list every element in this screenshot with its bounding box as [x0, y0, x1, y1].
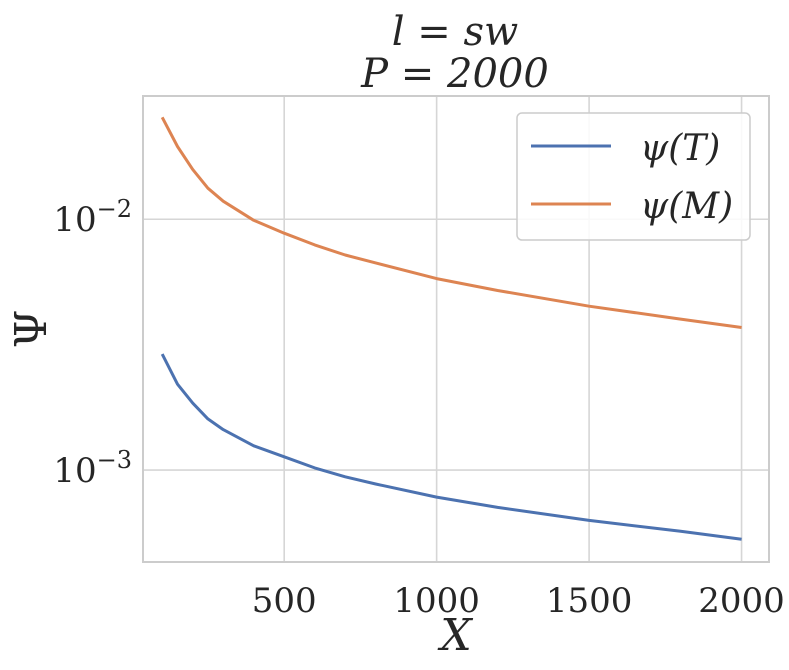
chart-title-line-1: l = sw [392, 9, 519, 55]
y-tick-label: 10−2 [53, 195, 132, 240]
y-tick-label: 10−3 [53, 446, 132, 491]
legend: ψ(T) ψ(M) [516, 112, 751, 241]
legend-label-psi-m: ψ(M) [640, 186, 733, 227]
x-tick-label: 500 [252, 581, 317, 621]
plot-frame [142, 95, 770, 563]
series-line-psi-m [160, 116, 742, 329]
x-tick-label: 1500 [546, 581, 633, 621]
series-line-psi-t [160, 353, 742, 541]
tick-labels: 500 1000 1500 2000 10−3 10−2 [53, 195, 784, 621]
series-lines [160, 116, 742, 541]
chart-title-line-2: P = 2000 [360, 51, 549, 97]
x-axis-label: X [437, 610, 473, 661]
legend-label-psi-t: ψ(T) [640, 128, 720, 169]
x-tick-label: 2000 [698, 581, 785, 621]
y-axis-label: Ψ [6, 310, 57, 349]
x-tick-label: 1000 [393, 581, 480, 621]
